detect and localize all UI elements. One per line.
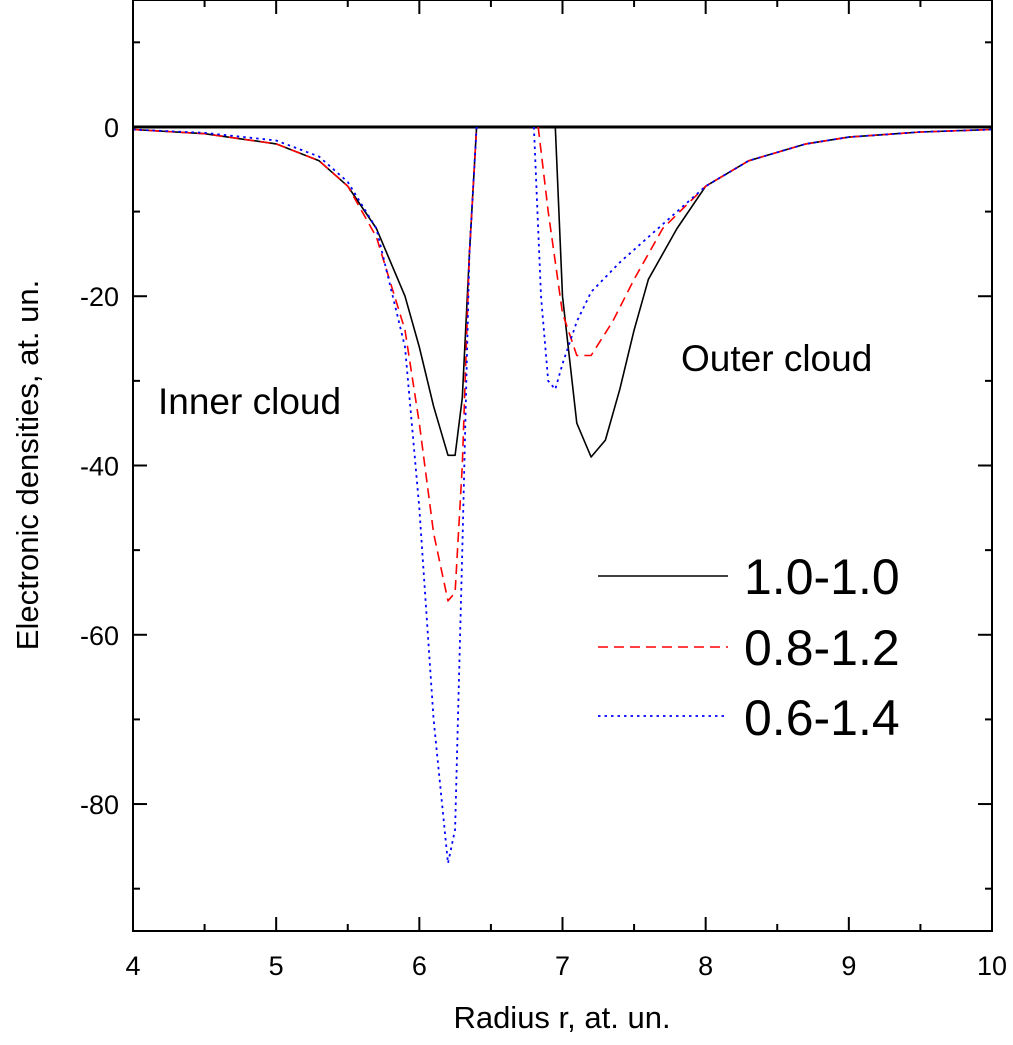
series-line-3-segment-1 <box>133 126 478 865</box>
legend-label-series-2: 0.8-1.2 <box>744 620 900 676</box>
x-tick-label: 7 <box>555 951 570 981</box>
y-tick-label: -20 <box>80 282 119 312</box>
ticks-layer: 4 5 6 7 8 9 10 0 -20 -40 -60 -80 <box>80 0 1007 981</box>
x-tick-label: 5 <box>269 951 284 981</box>
y-tick-label: -80 <box>80 790 119 820</box>
y-tick-label: -60 <box>80 621 119 651</box>
x-tick-label: 10 <box>977 951 1007 981</box>
legend-label-series-3: 0.6-1.4 <box>744 690 900 746</box>
y-tick-label: 0 <box>104 113 119 143</box>
legend-label-series-1: 1.0-1.0 <box>744 549 900 605</box>
series-line-2-segment-1 <box>133 126 478 602</box>
legend: 1.0-1.0 0.8-1.2 0.6-1.4 <box>598 549 900 746</box>
x-tick-label: 6 <box>412 951 427 981</box>
series-line-1-segment-2 <box>554 126 992 458</box>
x-tick-label: 9 <box>841 951 856 981</box>
plot-frame <box>132 0 993 932</box>
x-tick-label: 8 <box>698 951 713 981</box>
x-tick-label: 4 <box>125 951 140 981</box>
y-tick-label: -40 <box>80 452 119 482</box>
series-line-3-segment-2 <box>533 126 992 391</box>
annotation-outer-cloud: Outer cloud <box>681 338 872 379</box>
y-axis-title: Electronic densities, at. un. <box>10 280 45 650</box>
annotation-inner-cloud: Inner cloud <box>158 381 341 422</box>
series-line-2-segment-2 <box>537 126 992 357</box>
series-layer <box>133 125 992 865</box>
x-axis-title: Radius r, at. un. <box>453 1000 670 1035</box>
